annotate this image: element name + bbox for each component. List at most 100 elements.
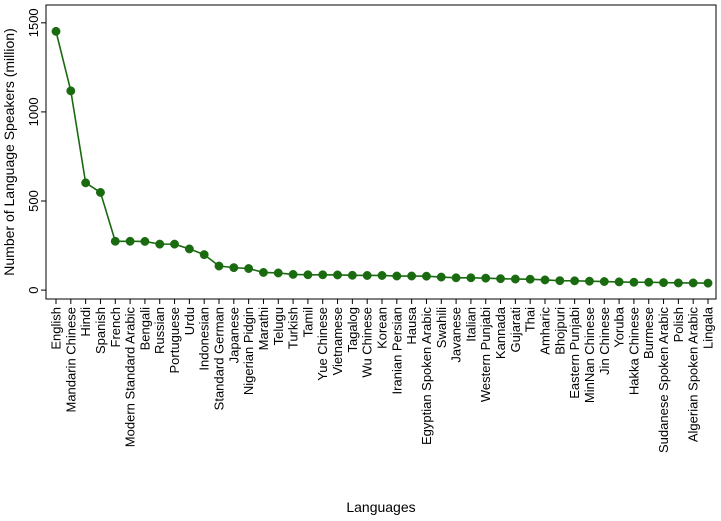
data-point — [155, 239, 165, 249]
data-point — [214, 261, 224, 271]
data-point — [170, 239, 179, 249]
data-point — [703, 278, 713, 288]
x-tick-label: Marathi — [256, 307, 271, 350]
x-tick-label: Korean — [375, 307, 390, 349]
x-tick-label: Turkish — [286, 307, 301, 349]
data-point — [510, 274, 520, 284]
data-point — [436, 272, 446, 282]
x-tick-label: Urdu — [182, 307, 197, 335]
data-point — [244, 264, 254, 273]
data-point — [184, 244, 194, 254]
x-tick-label: Tamil — [300, 307, 315, 337]
data-point — [303, 270, 313, 280]
x-tick-label: Kannada — [493, 306, 508, 359]
data-point — [481, 273, 491, 283]
data-point — [318, 270, 328, 280]
x-tick-label: Indonesian — [197, 307, 212, 371]
plot-frame — [45, 4, 717, 300]
x-tick-label: Eastern Punjabi — [567, 307, 582, 399]
x-tick-label: Telugu — [271, 307, 286, 345]
x-tick-label: Russian — [152, 307, 167, 354]
data-point — [51, 26, 61, 36]
x-tick-label: Bengali — [137, 307, 152, 350]
data-point — [288, 269, 298, 279]
data-point — [688, 278, 698, 288]
x-axis: English Mandarin Chinese Hindi Spanish Frenc… — [49, 299, 716, 453]
x-tick-label: English — [49, 307, 64, 350]
data-point — [96, 187, 105, 197]
y-tick-label: 1000 — [26, 97, 41, 126]
data-point — [347, 270, 357, 280]
data-point — [199, 250, 209, 260]
x-tick-label: Iranian Persian — [389, 307, 404, 394]
series-line — [55, 31, 709, 284]
x-tick-label: Western Punjabi — [478, 307, 493, 402]
data-point — [407, 271, 417, 281]
data-point — [644, 277, 654, 287]
x-tick-label: Gujarati — [508, 307, 523, 353]
x-tick-label: Hakka Chinese — [626, 307, 641, 395]
x-tick-label: Wu Chinese — [360, 307, 375, 378]
x-tick-label: Standard German — [212, 307, 227, 410]
x-tick-label: Javanese — [449, 307, 464, 363]
data-point — [362, 271, 372, 280]
x-tick-label: Sudanese Spoken Arabic — [656, 307, 671, 453]
x-tick-label: Vietnamese — [330, 307, 345, 375]
data-point — [540, 275, 550, 285]
x-tick-label: Burmese — [641, 307, 656, 359]
data-point — [659, 278, 668, 288]
data-point — [377, 271, 387, 280]
y-tick-label: 500 — [26, 190, 41, 212]
data-point — [555, 276, 565, 286]
x-tick-label: Portuguese — [167, 307, 182, 374]
x-tick-label: Thai — [523, 307, 538, 332]
x-tick-label: Nigerian Pidgin — [241, 307, 256, 395]
x-tick-label: Yue Chinese — [315, 307, 330, 381]
data-point — [81, 178, 91, 188]
x-tick-label: Swahili — [434, 307, 449, 348]
x-tick-label: Japanese — [226, 307, 241, 363]
data-point — [525, 274, 535, 284]
data-point — [229, 263, 239, 273]
x-tick-label: Modern Standard Arabic — [123, 307, 138, 448]
data-point — [673, 278, 683, 288]
data-point — [110, 236, 120, 246]
data-point — [125, 236, 135, 246]
data-point — [422, 271, 431, 281]
x-tick-label: Egyptian Spoken Arabic — [419, 307, 434, 446]
x-axis-title: Languages — [346, 499, 415, 515]
data-point — [333, 270, 342, 280]
data-point — [259, 268, 268, 277]
series-group — [51, 26, 713, 288]
x-tick-label: MinNan Chinese — [582, 307, 597, 403]
data-point — [392, 271, 402, 281]
x-tick-label: Mandarin Chinese — [63, 307, 78, 413]
x-tick-label: Italian — [463, 307, 478, 342]
y-axis-title: Number of Language Speakers (million) — [1, 28, 17, 275]
x-tick-label: Polish — [671, 307, 686, 342]
data-point — [614, 277, 624, 287]
x-tick-label: Spanish — [93, 307, 108, 354]
data-point — [140, 236, 150, 246]
data-point — [273, 268, 283, 278]
data-point — [466, 273, 476, 283]
data-point — [599, 277, 609, 286]
data-point — [66, 86, 76, 96]
x-tick-label: Bhojpuri — [552, 307, 567, 355]
x-tick-label: Yoruba — [612, 306, 627, 347]
x-tick-label: Hausa — [404, 306, 419, 344]
data-point — [570, 276, 580, 286]
x-tick-label: Hindi — [78, 307, 93, 337]
x-tick-label: Lingala — [701, 306, 716, 349]
y-axis: 0 500 1000 1500 — [26, 8, 46, 294]
data-point — [585, 276, 594, 286]
data-point — [496, 274, 505, 284]
data-point — [451, 273, 461, 283]
y-tick-label: 1500 — [26, 8, 41, 37]
y-tick-label: 0 — [26, 286, 41, 293]
x-tick-label: Amharic — [538, 307, 553, 355]
x-tick-label: French — [108, 307, 123, 347]
x-tick-label: Tagalog — [345, 307, 360, 353]
x-tick-label: Algerian Spoken Arabic — [686, 307, 701, 443]
